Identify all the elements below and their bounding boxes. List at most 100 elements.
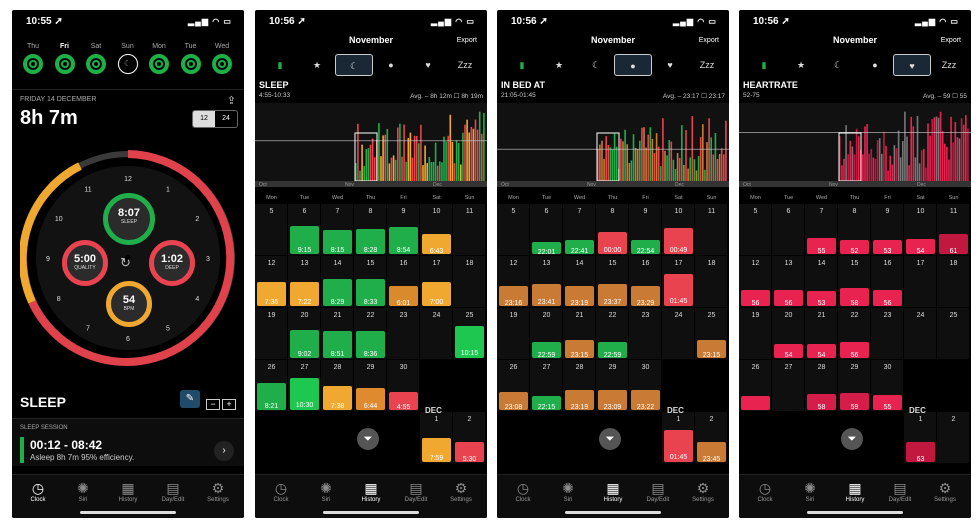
battery-icon[interactable]: ▮ — [277, 60, 283, 70]
calendar-day[interactable]: 13 7:22 — [288, 256, 321, 308]
day-value[interactable]: 7:00 — [422, 282, 451, 306]
day-sun[interactable]: Sun ☾ — [113, 43, 143, 74]
zzz-icon[interactable]: Zzz — [941, 60, 957, 70]
day-value[interactable]: 53 — [873, 240, 902, 255]
day-value[interactable]: 10:30 — [290, 378, 319, 410]
circle-icon[interactable]: ● — [614, 54, 652, 76]
calendar-day[interactable]: 26 23:08 — [497, 360, 530, 412]
calendar-day[interactable]: 28 23:19 — [563, 360, 596, 412]
day-value[interactable]: 23:19 — [565, 286, 594, 307]
star-icon[interactable]: ★ — [312, 60, 322, 70]
day-value[interactable]: 23:19 — [565, 390, 594, 411]
day-value[interactable]: 22:54 — [631, 240, 660, 255]
day-value[interactable]: 00:00 — [598, 232, 627, 254]
day-value[interactable]: 8:21 — [257, 383, 286, 410]
calendar-day[interactable]: 29 6:44 — [354, 360, 387, 412]
tab-settings[interactable]: ⚙ Settings — [925, 480, 965, 503]
export-button[interactable]: Export — [940, 37, 961, 44]
calendar-day[interactable]: 28 58 — [805, 360, 838, 412]
calendar-day[interactable]: 18 — [695, 256, 728, 308]
calendar-day[interactable]: 7 8:15 — [321, 204, 354, 256]
calendar-day[interactable]: 2 — [937, 412, 970, 464]
day-value[interactable]: 10:15 — [455, 326, 484, 358]
calendar-day[interactable]: 17 7:00 — [420, 256, 453, 308]
day-value[interactable]: 23:45 — [697, 442, 726, 463]
day-value[interactable]: 23:41 — [532, 284, 561, 306]
calendar-day[interactable]: 10 54 — [904, 204, 937, 256]
calendar-day[interactable]: 22 56 — [838, 308, 871, 360]
calendar-day[interactable]: 20 54 — [772, 308, 805, 360]
tab-day-edit[interactable]: ▤ Day/Edit — [153, 480, 193, 503]
tab-clock[interactable]: ◷ Clock — [745, 480, 785, 503]
tab-settings[interactable]: ⚙ Settings — [198, 480, 238, 503]
zzz-icon[interactable]: Zzz — [699, 60, 715, 70]
calendar-day[interactable]: 24 — [420, 308, 453, 360]
calendar-day[interactable]: 29 23:09 — [596, 360, 629, 412]
day-value[interactable]: 01:45 — [664, 430, 693, 462]
calendar-day[interactable]: 28 7:38 — [321, 360, 354, 412]
calendar-day[interactable]: 30 23:22 — [629, 360, 662, 412]
refresh-icon[interactable]: ↻ — [120, 255, 131, 270]
day-value[interactable]: 8:36 — [356, 331, 385, 358]
day-value[interactable]: 00:49 — [664, 228, 693, 254]
day-value[interactable]: 56 — [840, 342, 869, 359]
day-value[interactable]: 56 — [774, 290, 803, 307]
calendar-day[interactable]: 22 8:36 — [354, 308, 387, 360]
tab-day-edit[interactable]: ▤ Day/Edit — [396, 480, 436, 503]
day-thu[interactable]: Thu — [18, 43, 48, 74]
day-value[interactable]: 22:59 — [532, 342, 561, 359]
calendar-day[interactable]: 15 23:37 — [596, 256, 629, 308]
day-value[interactable]: 55 — [807, 238, 836, 255]
calendar-day[interactable]: 23 — [871, 308, 904, 360]
calendar-day[interactable]: 12 23:16 — [497, 256, 530, 308]
day-fri[interactable]: Fri — [50, 43, 80, 74]
calendar-day[interactable]: 29 59 — [838, 360, 871, 412]
calendar-day[interactable]: 11 — [695, 204, 728, 256]
calendar-day[interactable]: 7 55 — [805, 204, 838, 256]
filter-icon[interactable]: ⏷ — [841, 428, 863, 450]
battery-icon[interactable]: ▮ — [761, 60, 767, 70]
calendar-day[interactable]: 14 23:19 — [563, 256, 596, 308]
calendar-day[interactable]: 15 8:33 — [354, 256, 387, 308]
day-value[interactable]: 52 — [840, 240, 869, 255]
calendar-day[interactable]: 16 6:01 — [387, 256, 420, 308]
day-value[interactable]: 59 — [840, 393, 869, 411]
calendar-day[interactable]: 21 8:51 — [321, 308, 354, 360]
day-value[interactable]: 56 — [741, 290, 770, 307]
day-value[interactable]: 54 — [906, 239, 935, 255]
calendar-day[interactable]: 5 — [497, 204, 530, 256]
tab-siri[interactable]: ✺ Siri — [306, 480, 346, 503]
metric-toolbar[interactable]: ▮ ★ ☾ ● ♥ Zzz — [745, 54, 965, 76]
calendar-day[interactable]: 9 8:54 — [387, 204, 420, 256]
tab-clock[interactable]: ◷ Clock — [503, 480, 543, 503]
metric-toolbar[interactable]: ▮ ★ ☾ ● ♥ Zzz — [261, 54, 481, 76]
heart-icon[interactable]: ♥ — [667, 60, 673, 70]
day-value[interactable]: 55 — [873, 395, 902, 411]
calendar-day[interactable]: 19 — [739, 308, 772, 360]
calendar-day[interactable]: 18 — [937, 256, 970, 308]
calendar-day[interactable]: 6 — [772, 204, 805, 256]
day-value[interactable]: 58 — [807, 394, 836, 411]
pencil-icon[interactable]: ✎ — [180, 390, 200, 408]
battery-icon[interactable]: ▮ — [519, 60, 525, 70]
calendar-day[interactable]: 7 22:41 — [563, 204, 596, 256]
calendar-day[interactable]: 20 22:59 — [530, 308, 563, 360]
calendar-day[interactable]: 17 01:45 — [662, 256, 695, 308]
moon-icon[interactable]: ☾ — [335, 54, 373, 76]
day-value[interactable]: 23:09 — [598, 390, 627, 411]
day-value[interactable]: 8:33 — [356, 279, 385, 306]
star-icon[interactable]: ★ — [796, 60, 806, 70]
export-button[interactable]: Export — [698, 37, 719, 44]
day-tue[interactable]: Tue — [176, 43, 206, 74]
calendar-day[interactable]: 5 — [739, 204, 772, 256]
day-value[interactable]: 58 — [840, 288, 869, 307]
calendar-day[interactable]: 9 53 — [871, 204, 904, 256]
calendar-day[interactable]: 11 — [453, 204, 486, 256]
heart-icon[interactable]: ♥ — [425, 60, 431, 70]
day-value[interactable]: 7:38 — [323, 386, 352, 410]
calendar-day[interactable]: 30 55 — [871, 360, 904, 412]
tab-clock[interactable]: ◷ Clock — [261, 480, 301, 503]
zoom-controls[interactable]: − + — [206, 399, 236, 410]
day-value[interactable]: 61 — [939, 234, 968, 255]
